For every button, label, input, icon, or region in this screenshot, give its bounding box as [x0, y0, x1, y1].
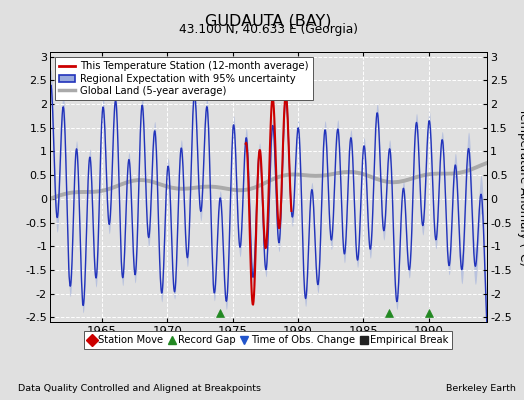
- Legend: This Temperature Station (12-month average), Regional Expectation with 95% uncer: This Temperature Station (12-month avera…: [55, 57, 313, 100]
- Text: Berkeley Earth: Berkeley Earth: [446, 384, 516, 393]
- Text: 43.100 N, 40.633 E (Georgia): 43.100 N, 40.633 E (Georgia): [179, 23, 358, 36]
- Text: Data Quality Controlled and Aligned at Breakpoints: Data Quality Controlled and Aligned at B…: [18, 384, 261, 393]
- Text: GUDAUTA (BAY): GUDAUTA (BAY): [205, 13, 332, 28]
- Legend: Station Move, Record Gap, Time of Obs. Change, Empirical Break: Station Move, Record Gap, Time of Obs. C…: [84, 331, 452, 349]
- Y-axis label: Temperature Anomaly (°C): Temperature Anomaly (°C): [517, 108, 524, 266]
